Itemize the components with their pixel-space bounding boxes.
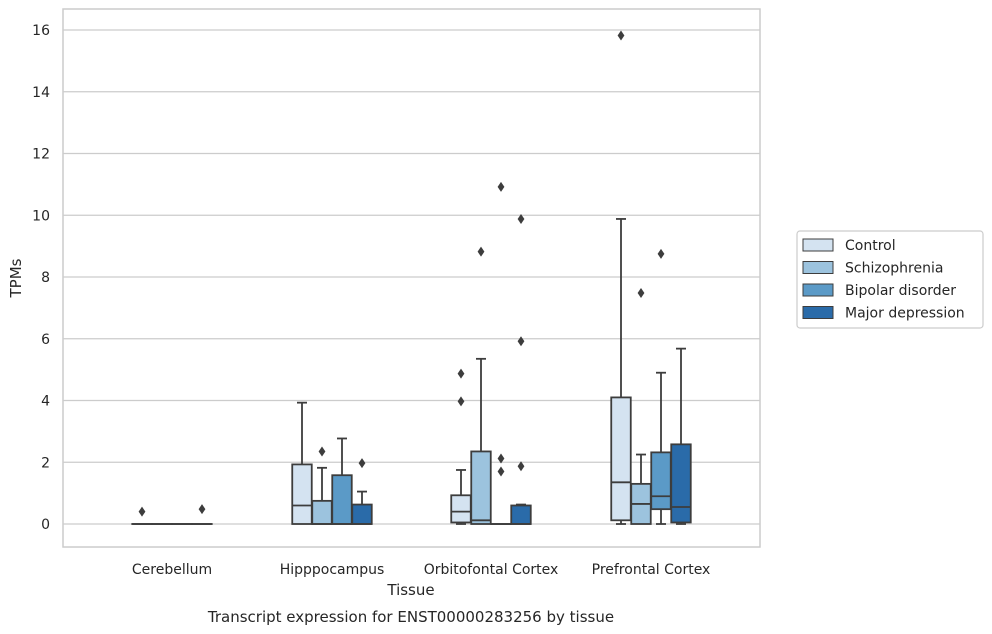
box-1-3 bbox=[351, 458, 373, 525]
box-1-2 bbox=[331, 437, 353, 525]
x-tick-label: Hipppocampus bbox=[280, 562, 385, 578]
box-iqr bbox=[450, 494, 472, 524]
box-0-0 bbox=[131, 506, 153, 525]
legend-swatch bbox=[802, 238, 834, 252]
plot-frame bbox=[62, 8, 761, 548]
outlier-point bbox=[517, 461, 525, 472]
figure-caption: Transcript expression for ENST0000028325… bbox=[207, 608, 614, 626]
x-tick-labels: Cerebellum Hipppocampus Orbitofontal Corte… bbox=[132, 562, 710, 578]
y-tick-label: 2 bbox=[41, 455, 50, 471]
box-iqr bbox=[351, 503, 373, 525]
box-2-1 bbox=[470, 246, 492, 525]
y-tick-label: 12 bbox=[32, 147, 50, 163]
outlier-point bbox=[318, 446, 326, 457]
box-iqr bbox=[610, 396, 632, 522]
legend-label: Schizophrenia bbox=[845, 261, 943, 277]
outlier-point bbox=[657, 248, 665, 259]
y-tick-label: 6 bbox=[41, 332, 50, 348]
box-3-2 bbox=[650, 248, 672, 525]
box-iqr bbox=[331, 474, 353, 525]
legend: Control Schizophrenia Bipolar disorder Majo… bbox=[796, 230, 984, 329]
box-2-3 bbox=[510, 213, 532, 525]
box-2-0 bbox=[450, 368, 472, 525]
y-axis-label: TPMs bbox=[7, 258, 25, 298]
outlier-point bbox=[517, 336, 525, 347]
outlier-point bbox=[358, 458, 366, 469]
outlier-point bbox=[138, 506, 146, 517]
y-tick-label: 4 bbox=[41, 394, 50, 410]
legend-frame bbox=[796, 230, 984, 329]
outlier-point bbox=[457, 396, 465, 407]
legend-swatch bbox=[802, 306, 834, 319]
x-tick-label: Prefrontal Cortex bbox=[592, 562, 711, 578]
y-tick-label: 0 bbox=[41, 517, 50, 533]
legend-label: Major depression bbox=[845, 306, 965, 322]
y-tick-label: 8 bbox=[41, 270, 50, 286]
y-tick-label: 10 bbox=[32, 208, 50, 224]
y-tick-label: 16 bbox=[32, 23, 50, 39]
x-axis-label: Tissue bbox=[386, 581, 434, 599]
outlier-point bbox=[477, 246, 485, 257]
outlier-point bbox=[198, 504, 206, 515]
box-iqr bbox=[311, 499, 333, 525]
x-tick-label: Cerebellum bbox=[132, 562, 212, 578]
box-3-3 bbox=[670, 347, 692, 525]
box-3-1 bbox=[630, 288, 652, 525]
y-tick-label: 14 bbox=[32, 85, 50, 101]
outlier-point bbox=[457, 368, 465, 379]
box-1-0 bbox=[291, 401, 313, 525]
outlier-point bbox=[497, 466, 505, 477]
plot-boxes bbox=[131, 30, 692, 525]
legend-label: Bipolar disorder bbox=[845, 283, 956, 299]
box-iqr bbox=[670, 443, 692, 524]
legend-swatch bbox=[802, 283, 834, 297]
y-grid bbox=[63, 29, 760, 525]
outlier-point bbox=[637, 288, 645, 299]
legend-label: Control bbox=[845, 238, 896, 254]
outlier-point bbox=[497, 453, 505, 464]
box-iqr bbox=[510, 504, 532, 525]
x-tick-label: Orbitofontal Cortex bbox=[424, 562, 559, 578]
box-3-0 bbox=[610, 30, 632, 525]
box-iqr bbox=[650, 451, 672, 511]
outlier-point bbox=[497, 181, 505, 192]
outlier-point bbox=[517, 213, 525, 224]
y-tick-labels: 0 2 4 6 8 10 12 14 16 bbox=[32, 23, 50, 533]
box-iqr bbox=[470, 450, 492, 525]
box-iqr bbox=[291, 463, 313, 525]
box-0-3 bbox=[191, 504, 213, 525]
outlier-point bbox=[617, 30, 625, 41]
legend-swatch bbox=[802, 261, 834, 274]
box-1-1 bbox=[311, 446, 333, 525]
box-2-2 bbox=[490, 181, 512, 525]
